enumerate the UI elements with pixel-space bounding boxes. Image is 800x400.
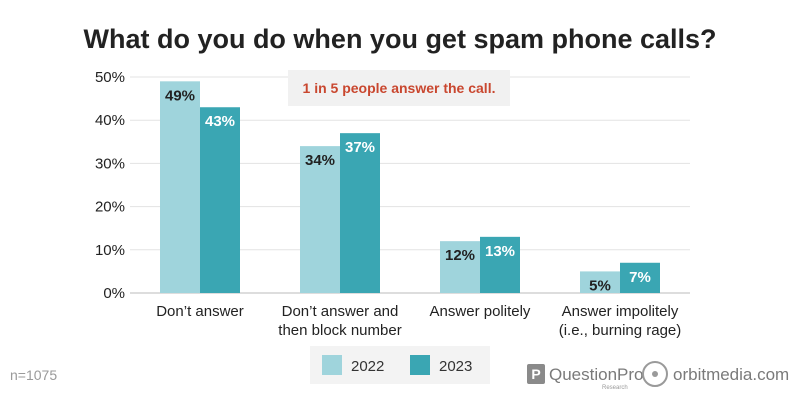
category-label: Answer impolitely [562,303,679,320]
y-tick-label: 30% [95,155,125,172]
legend-swatch-2023 [410,355,430,375]
bar-2022-1 [300,146,340,293]
bar-2022-0 [160,81,200,293]
category-label: Answer politely [430,303,531,320]
questionpro-name: QuestionPro [549,365,644,384]
bar-2023-2 [480,236,520,293]
y-tick-label: 10% [95,242,125,259]
legend-label-2023: 2023 [439,358,472,375]
legend-label-2022: 2022 [351,358,384,375]
bar-2023-3 [620,262,660,293]
chart-title: What do you do when you get spam phone c… [83,24,716,54]
bar-2022-3 [580,271,620,293]
bar-2022-2 [440,241,480,293]
callout-box [288,70,510,106]
category-label: Don’t answer and [282,303,399,320]
x-axis-categories: Don’t answer Don’t answer and then block n… [156,303,681,339]
questionpro-logo: P QuestionPro Research [527,364,644,391]
y-tick-label: 0% [103,285,125,302]
legend-swatch-2022 [322,355,342,375]
orbit-icon [642,361,668,387]
bar-2023-0 [200,107,240,294]
legend: 2022 2023 [310,346,490,384]
bar-2023-1 [340,133,380,293]
questionpro-sub: Research [602,385,628,391]
y-tick-label: 20% [95,199,125,216]
callout: 1 in 5 people answer the call. [288,70,510,106]
orbitmedia-logo: orbitmedia.com [642,361,789,387]
data-label: 49% [165,87,195,104]
callout-text: 1 in 5 people answer the call. [303,80,496,96]
sample-size: n=1075 [10,367,57,383]
bars: 49% 43% 34% 37% 12% 13% 5% 7% [160,81,660,294]
questionpro-icon [527,364,545,384]
data-label: 5% [589,277,611,294]
category-label: then block number [278,322,401,339]
y-tick-label: 50% [95,69,125,86]
data-label: 12% [445,247,475,264]
questionpro-icon-letter: P [531,366,540,382]
data-label: 13% [485,243,515,260]
orbitmedia-name: orbitmedia.com [673,365,789,384]
data-label: 43% [205,113,235,130]
data-label: 34% [305,152,335,169]
data-label: 37% [345,139,375,156]
category-label: (i.e., burning rage) [559,322,682,339]
y-axis-ticks: 0% 10% 20% 30% 40% 50% [95,69,125,302]
category-label: Don’t answer [156,303,244,320]
orbit-icon-dot [652,371,658,377]
data-label: 7% [629,269,651,286]
y-tick-label: 40% [95,112,125,129]
